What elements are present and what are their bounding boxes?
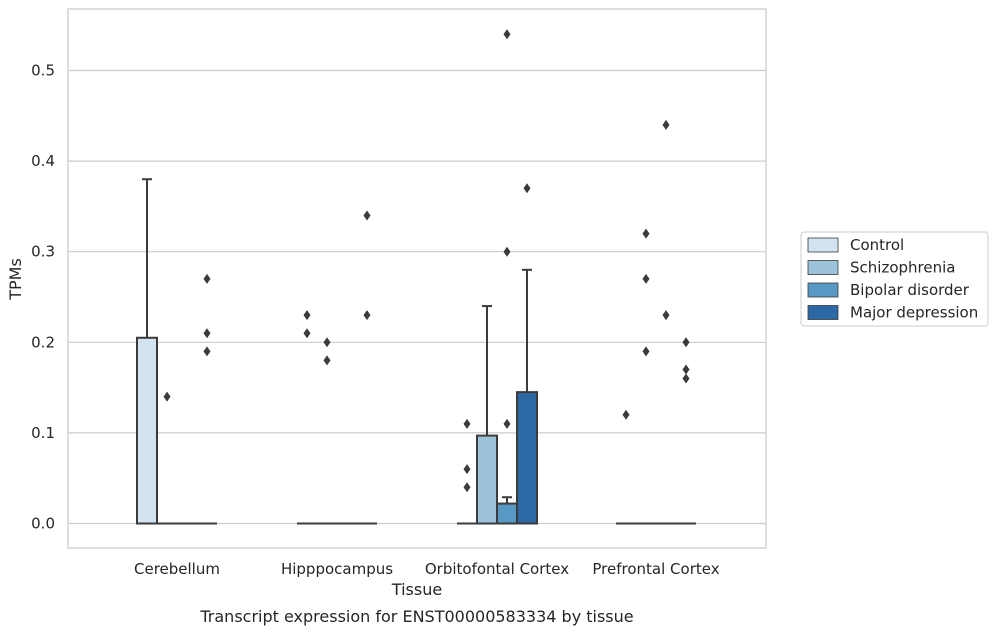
box-rect: [476, 434, 498, 525]
boxes: [136, 29, 696, 525]
outlier-point: [642, 228, 650, 239]
legend-label: Major depression: [850, 304, 978, 322]
outlier-point: [363, 310, 371, 321]
legend-label: Bipolar disorder: [850, 281, 970, 299]
outlier-point: [642, 273, 650, 284]
x-tick-label: Orbitofontal Cortex: [425, 560, 569, 578]
legend-swatch: [807, 305, 839, 320]
outlier-point: [203, 328, 211, 339]
legend-frame: [800, 231, 989, 327]
box-rect: [496, 502, 518, 525]
outlier-point: [503, 29, 511, 40]
x-tick-labels: Cerebellum Hipppocampus Orbitofontal Corte…: [134, 560, 720, 578]
outlier-point: [363, 210, 371, 221]
outlier-point: [463, 482, 471, 493]
outlier-point: [662, 119, 670, 130]
outlier-point: [503, 418, 511, 429]
box-rect: [136, 336, 158, 525]
x-axis-title: Tissue: [391, 580, 442, 599]
y-tick-label: 0.2: [31, 333, 55, 351]
legend: Control Schizophrenia Bipolar disorder Majo…: [800, 231, 989, 327]
outlier-point: [682, 364, 690, 375]
legend-swatch: [807, 260, 839, 275]
plot-frame: [67, 8, 767, 549]
outlier-point: [203, 346, 211, 357]
legend-swatch: [807, 237, 839, 253]
y-tick-label: 0.4: [31, 152, 55, 170]
x-tick-label: Cerebellum: [134, 560, 220, 578]
chart-caption: Transcript expression for ENST0000058333…: [199, 607, 633, 626]
outlier-point: [463, 464, 471, 475]
outlier-point: [622, 409, 630, 420]
outlier-point: [463, 418, 471, 429]
y-axis-title: TPMs: [6, 258, 25, 301]
outlier-point: [323, 337, 331, 348]
outlier-point: [323, 355, 331, 366]
x-tick-label: Hipppocampus: [281, 560, 393, 578]
outlier-point: [303, 310, 311, 321]
legend-swatch: [807, 282, 839, 298]
outlier-point: [642, 346, 650, 357]
outlier-point: [523, 183, 531, 194]
outlier-point: [682, 337, 690, 348]
box-rect: [516, 391, 538, 525]
outlier-point: [203, 273, 211, 284]
outlier-point: [163, 391, 171, 402]
y-tick-label: 0.5: [31, 62, 55, 80]
y-tick-label: 0.3: [31, 243, 55, 261]
outlier-point: [662, 310, 670, 321]
outlier-point: [503, 246, 511, 257]
legend-label: Control: [850, 236, 904, 254]
outlier-point: [303, 328, 311, 339]
outlier-point: [682, 373, 690, 384]
x-tick-label: Prefrontal Cortex: [592, 560, 719, 578]
legend-label: Schizophrenia: [850, 259, 955, 277]
y-tick-label: 0.0: [31, 515, 55, 533]
gridlines: [68, 69, 766, 525]
y-tick-label: 0.1: [31, 424, 55, 442]
y-tick-labels: 0.0 0.1 0.2 0.3 0.4 0.5: [31, 62, 55, 533]
